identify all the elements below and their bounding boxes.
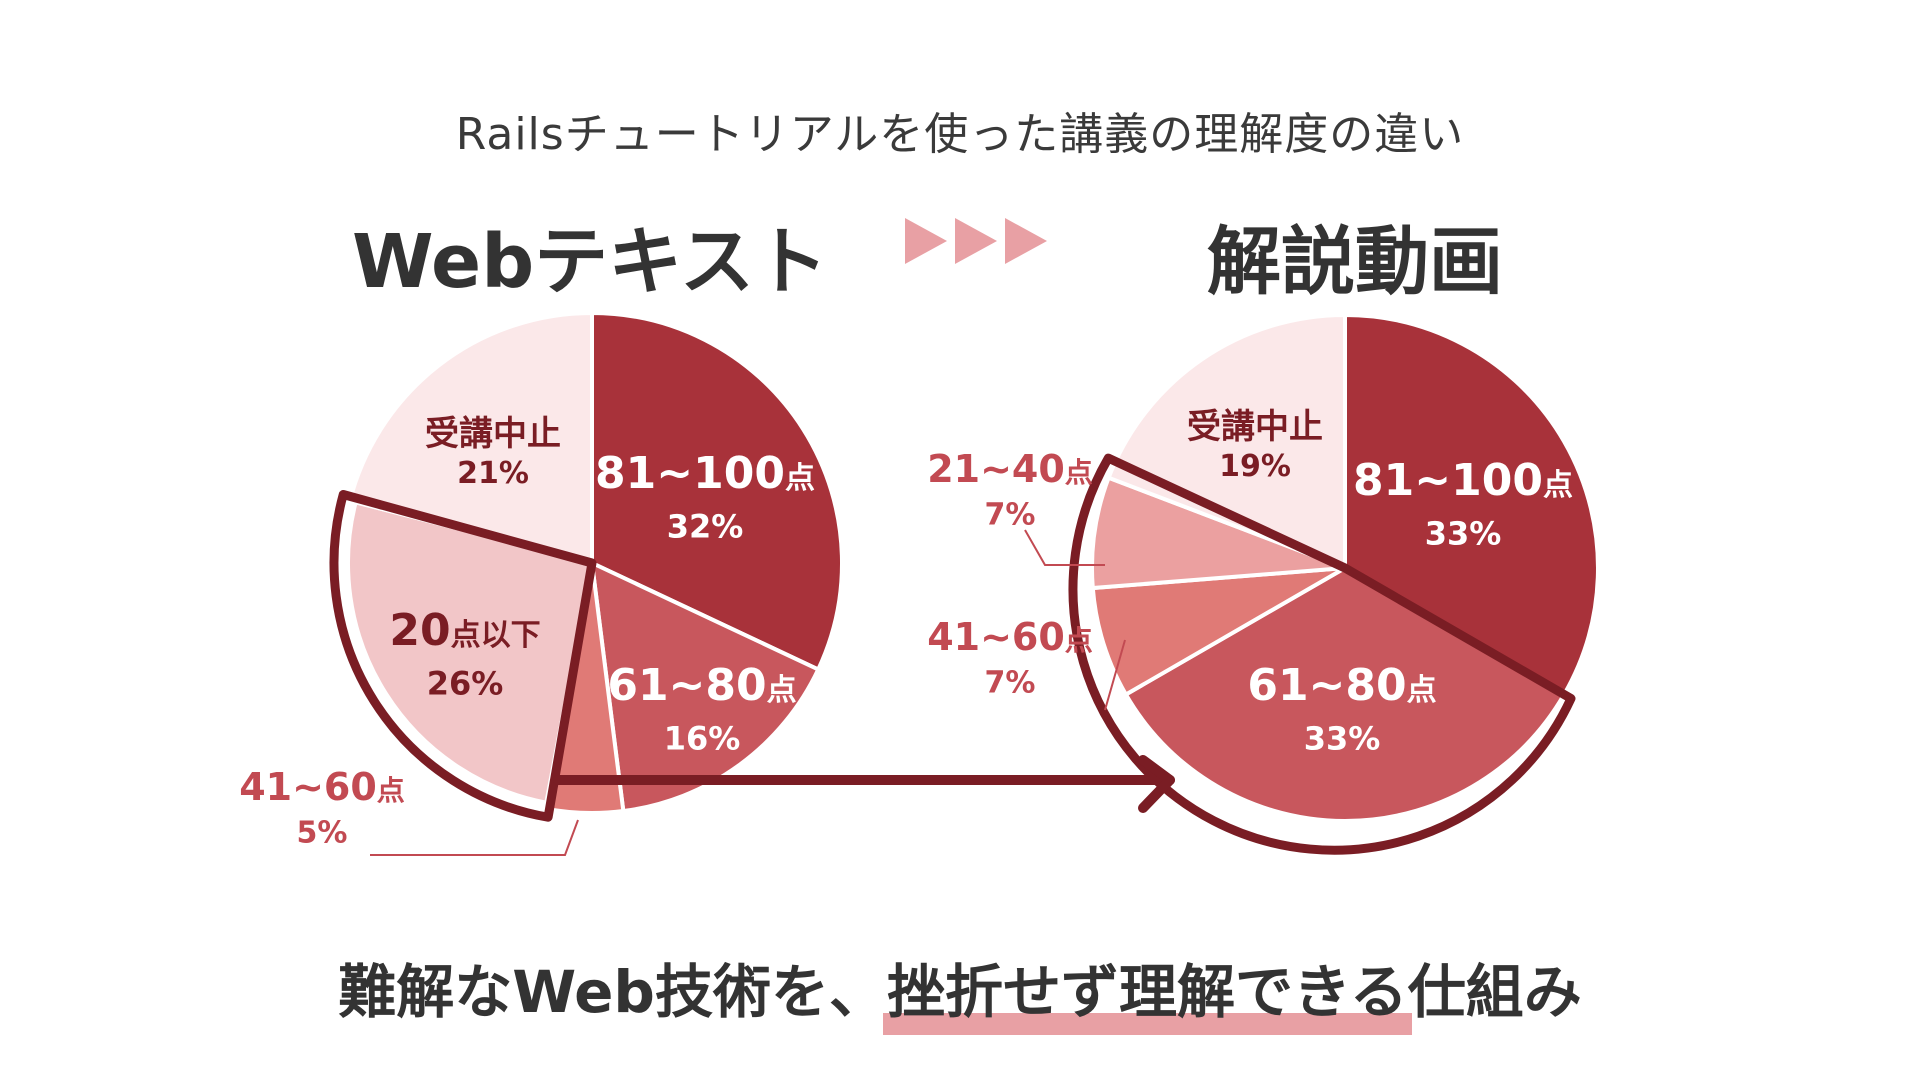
slice-left-1-label: 61~80点	[607, 660, 796, 711]
slice-left-outline	[329, 489, 597, 822]
slice-left-0-label: 81~100点	[595, 448, 815, 499]
bottom-message-highlight: 挫折せず理解できる	[882, 945, 1412, 1035]
slice-left-1	[589, 559, 821, 814]
slice-right-4-label: 受講中止	[1187, 407, 1323, 447]
play-triangle-icon-3	[1005, 218, 1047, 264]
slice-left-3-percent: 26%	[427, 664, 504, 702]
leader-line-right-41-60	[1104, 639, 1126, 711]
chart-heading-web-text: Webテキスト	[352, 219, 828, 305]
slice-left-2-label: 41~60点	[239, 765, 405, 809]
slice-right-1-label: 61~80点	[1247, 660, 1436, 711]
slice-left-3	[346, 499, 595, 806]
comparison-arrow-head-icon	[1138, 755, 1175, 813]
bottom-message-start: 難解なWeb技術を、	[338, 958, 887, 1026]
slice-right-2	[1090, 566, 1347, 698]
slice-right-4	[1106, 312, 1347, 571]
slice-right-3-label: 21~40点	[927, 447, 1093, 491]
leader-line-left-41-60	[370, 819, 579, 856]
leader-line-right-21-40	[1024, 529, 1105, 566]
bottom-message: 難解なWeb技術を、挫折せず理解できる仕組み	[0, 945, 1920, 1035]
bottom-message-highlight-text: 挫折せず理解できる	[886, 958, 1408, 1026]
slice-left-1-percent: 16%	[664, 719, 741, 757]
slice-left-0	[590, 310, 844, 673]
slice-left-2-percent: 5%	[297, 816, 348, 851]
slice-left-3-label: 20点以下	[389, 605, 540, 656]
slice-left-4-percent: 21%	[457, 456, 529, 491]
slice-right-0-percent: 33%	[1425, 514, 1502, 552]
chart-heading-video: 解説動画	[1207, 219, 1503, 305]
slice-right-1	[1123, 565, 1567, 823]
slice-right-0-label: 81~100点	[1353, 455, 1573, 506]
play-triangle-icon-2	[955, 218, 997, 264]
slice-right-1-percent: 33%	[1304, 719, 1381, 757]
pie-chart-video: 81~100点 33% 61~80点 33% 41~60点 7% 21~40点 7% 受講中止1…	[927, 312, 1600, 855]
slice-right-outline	[1068, 453, 1576, 855]
slice-right-2-percent: 7%	[985, 666, 1036, 701]
slice-right-2-label: 41~60点	[927, 615, 1093, 659]
slice-right-3-percent: 7%	[985, 498, 1036, 533]
bottom-message-end: 仕組み	[1407, 958, 1582, 1026]
slice-right-4-percent: 19%	[1219, 449, 1291, 484]
comparison-overlay	[553, 218, 1175, 813]
slice-left-0-percent: 32%	[667, 507, 744, 545]
page-title: Railsチュートリアルを使った講義の理解度の違い	[455, 109, 1465, 160]
play-triangle-icon-1	[905, 218, 947, 264]
slice-left-4	[347, 310, 594, 566]
slice-right-3	[1090, 475, 1346, 591]
pie-chart-web-text: 81~100点 32% 61~80点 16% 41~60点 5% 20点以下 26% 受講中止2…	[239, 310, 844, 856]
slice-left-4-label: 受講中止	[425, 414, 561, 454]
